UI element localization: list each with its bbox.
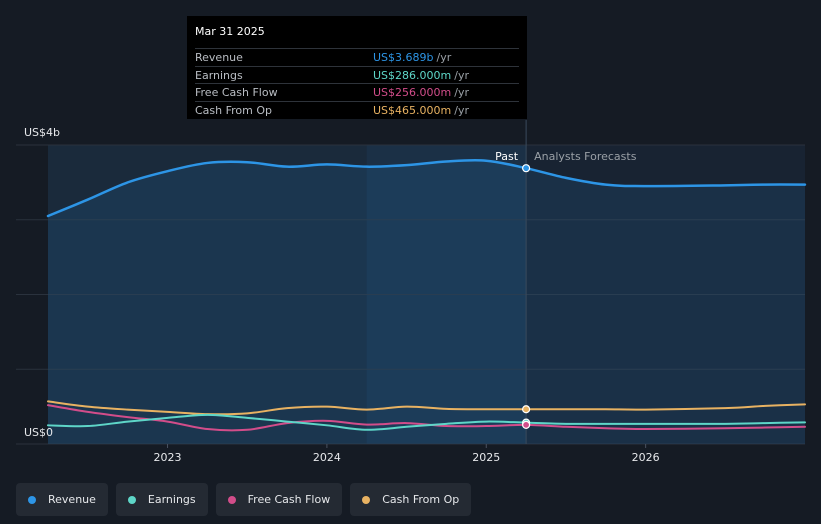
tooltip-value: US$465.000m [373,103,452,117]
revenue-area [48,160,805,444]
tooltip-value: US$3.689b [373,51,434,64]
tooltip-unit: /yr [436,51,452,64]
legend-label: Revenue [48,493,96,506]
legend-dot-icon [28,495,36,504]
legend-dot-icon [227,495,236,504]
x-tick-label: 2025 [472,451,500,464]
tooltip-label: Free Cash Flow [195,86,278,99]
y-axis-zero-label: US$0 [24,426,53,439]
series-line-cash-from-op [47,400,806,416]
tooltip-row-free-cash-flow: Free Cash Flow US$256.000m /yr [195,83,519,101]
series-line-free-cash-flow [47,404,806,432]
tooltip-row-cash-from-op: Cash From Op US$465.000m /yr [195,100,519,119]
tooltip-label: Cash From Op [195,103,273,117]
series-line-revenue [46,158,807,218]
legend-dot-icon [127,495,136,504]
tooltip-row-earnings: Earnings US$286.000m /yr [195,65,519,84]
tooltip-unit: /yr [454,68,469,82]
tooltip-value: US$286.000m [373,68,452,82]
tooltip-row-revenue: Revenue US$3.689b /yr [195,48,519,66]
x-tick-label: 2026 [632,451,660,464]
legend: Revenue Earnings Free Cash Flow Cash Fro… [16,483,472,516]
legend-item-revenue[interactable]: Revenue [16,483,108,516]
past-label: Past [495,150,519,163]
tooltip-date: Mar 31 2025 [195,25,265,38]
tooltip-label: Earnings [195,68,243,82]
marker-revenue [522,164,531,173]
tooltip-label: Revenue [195,51,243,64]
legend-item-earnings[interactable]: Earnings [115,483,208,516]
x-tick-label: 2024 [313,451,341,464]
series-line-earnings [47,413,806,431]
legend-label: Cash From Op [382,493,460,506]
legend-item-free-cash-flow[interactable]: Free Cash Flow [215,483,343,516]
marker-cash-from-op [522,405,531,414]
legend-label: Free Cash Flow [247,493,331,506]
tooltip: Mar 31 2025 Revenue US$3.689b /yr Earnin… [187,16,527,119]
legend-label: Earnings [147,493,196,506]
y-axis-max-label: US$4b [24,126,60,139]
tooltip-unit: /yr [454,86,469,99]
x-tick-label: 2023 [154,451,182,464]
tooltip-value: US$256.000m [373,86,452,99]
marker-free-cash-flow [522,420,531,429]
tooltip-unit: /yr [454,103,469,117]
legend-item-cash-from-op[interactable]: Cash From Op [350,483,472,516]
forecast-label: Analysts Forecasts [534,150,637,163]
legend-dot-icon [362,495,371,504]
